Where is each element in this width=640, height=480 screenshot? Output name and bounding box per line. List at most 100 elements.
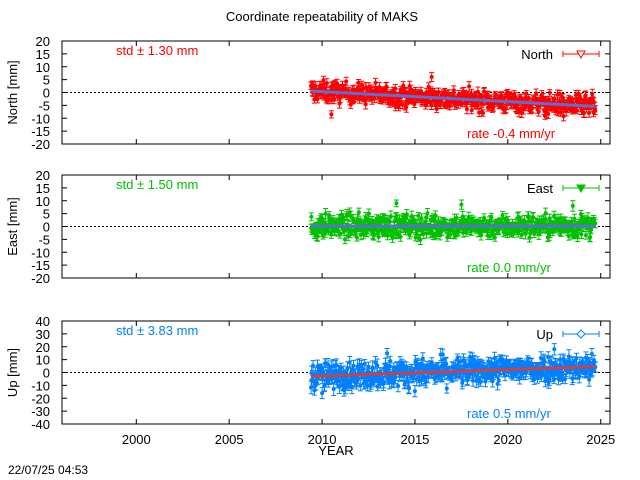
data-point [333, 369, 337, 374]
data-point [547, 233, 551, 238]
data-point [338, 95, 343, 100]
data-point [533, 229, 538, 234]
std-label: std ± 3.83 mm [116, 323, 198, 338]
data-point [578, 212, 583, 217]
data-point [392, 219, 397, 224]
data-point [313, 84, 318, 89]
data-point [336, 85, 341, 90]
chart-title: Coordinate repeatability of MAKS [226, 9, 419, 24]
data-point [471, 378, 475, 383]
data-point [412, 389, 417, 394]
y-tick-label: 30 [36, 327, 50, 342]
data-point [541, 96, 546, 101]
data-point [375, 384, 380, 389]
data-point [373, 360, 378, 365]
data-point [320, 216, 325, 221]
y-tick-label: -10 [31, 245, 50, 260]
data-point [385, 351, 390, 356]
data-point [347, 210, 352, 215]
data-point [346, 234, 351, 239]
data-point [552, 377, 556, 382]
y-tick-label: 20 [36, 34, 50, 49]
data-point [549, 361, 554, 366]
data-point [469, 108, 474, 113]
data-point [407, 90, 411, 95]
data-point [491, 372, 496, 377]
data-point [315, 234, 320, 239]
data-point [350, 367, 355, 372]
data-point [351, 217, 356, 221]
data-point [459, 202, 464, 207]
data-point [565, 229, 570, 234]
data-point [370, 365, 375, 370]
data-point [326, 97, 331, 102]
data-point [445, 235, 450, 240]
data-point [588, 360, 593, 365]
data-point [546, 111, 551, 116]
data-point [496, 378, 501, 383]
y-axis-label: East [mm] [5, 197, 20, 256]
data-point [356, 376, 360, 381]
data-point [561, 114, 566, 119]
data-point [558, 216, 563, 221]
data-point [315, 97, 320, 102]
y-tick-label: 10 [36, 353, 50, 368]
y-tick-label: -10 [31, 111, 50, 126]
data-point [557, 92, 562, 97]
data-point [322, 94, 327, 99]
data-point [500, 358, 505, 363]
data-point [436, 366, 441, 371]
data-point [381, 380, 386, 385]
data-point [428, 364, 433, 369]
data-point [416, 213, 421, 218]
data-point [426, 375, 431, 380]
data-point [419, 89, 423, 94]
data-point [380, 376, 385, 381]
x-tick-label: 2000 [122, 432, 151, 447]
data-point [345, 212, 350, 217]
data-point [480, 219, 485, 224]
data-point [375, 363, 380, 368]
data-point [519, 96, 524, 100]
data-point [583, 93, 588, 98]
data-point [562, 359, 566, 363]
data-point [365, 227, 370, 232]
data-point [579, 107, 584, 112]
data-point [348, 214, 353, 219]
y-axis-label: North [mm] [5, 60, 20, 124]
data-point [503, 106, 508, 111]
data-point [332, 376, 337, 381]
data-point [495, 381, 500, 386]
data-point [326, 362, 330, 367]
data-point [413, 235, 418, 240]
data-point [376, 235, 381, 239]
data-point [409, 87, 413, 92]
data-point [547, 90, 552, 95]
std-label: std ± 1.30 mm [116, 43, 198, 58]
y-tick-label: 15 [36, 47, 50, 62]
data-point [337, 101, 342, 106]
data-point [474, 364, 479, 369]
y-tick-label: -20 [31, 137, 50, 152]
data-point [408, 230, 413, 235]
y-tick-label: 20 [36, 340, 50, 355]
data-point [436, 90, 441, 94]
data-point [543, 211, 548, 216]
data-point [513, 95, 518, 100]
data-point [564, 109, 569, 114]
data-point [552, 214, 556, 219]
data-point [482, 89, 487, 94]
y-tick-label: 10 [36, 60, 50, 75]
data-point [473, 94, 478, 99]
data-point [492, 235, 497, 240]
data-point [588, 235, 593, 239]
data-point [545, 370, 550, 375]
data-point [409, 214, 414, 219]
data-point [444, 361, 449, 366]
x-tick-label: 2020 [493, 432, 522, 447]
data-point [470, 217, 474, 222]
data-point [393, 86, 398, 91]
legend-label: Up [536, 327, 553, 342]
data-point [465, 378, 470, 383]
data-point [570, 203, 575, 208]
